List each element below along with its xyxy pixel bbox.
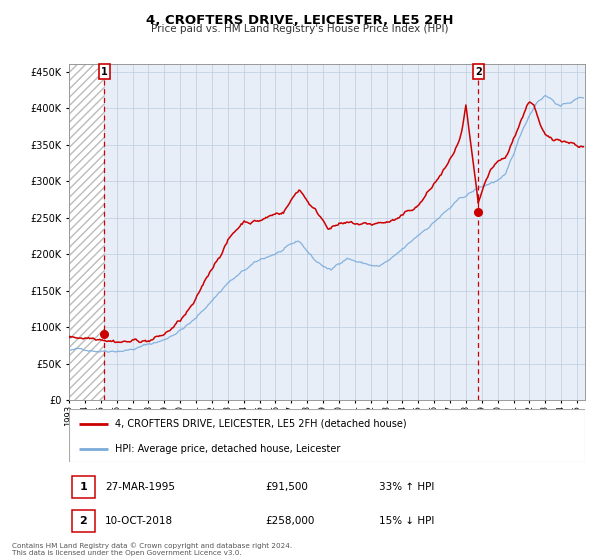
Text: £258,000: £258,000 xyxy=(265,516,314,526)
Text: Contains HM Land Registry data © Crown copyright and database right 2024.: Contains HM Land Registry data © Crown c… xyxy=(12,542,292,549)
Text: Price paid vs. HM Land Registry's House Price Index (HPI): Price paid vs. HM Land Registry's House … xyxy=(151,24,449,34)
Text: This data is licensed under the Open Government Licence v3.0.: This data is licensed under the Open Gov… xyxy=(12,549,242,556)
Text: 2: 2 xyxy=(79,516,87,526)
FancyBboxPatch shape xyxy=(69,409,585,462)
Text: 15% ↓ HPI: 15% ↓ HPI xyxy=(379,516,434,526)
Text: 2: 2 xyxy=(475,67,482,77)
Text: 33% ↑ HPI: 33% ↑ HPI xyxy=(379,482,434,492)
Text: 1: 1 xyxy=(79,482,87,492)
Text: 27-MAR-1995: 27-MAR-1995 xyxy=(105,482,175,492)
Text: HPI: Average price, detached house, Leicester: HPI: Average price, detached house, Leic… xyxy=(115,444,341,454)
FancyBboxPatch shape xyxy=(71,510,95,533)
Text: 4, CROFTERS DRIVE, LEICESTER, LE5 2FH: 4, CROFTERS DRIVE, LEICESTER, LE5 2FH xyxy=(146,14,454,27)
Text: 4, CROFTERS DRIVE, LEICESTER, LE5 2FH (detached house): 4, CROFTERS DRIVE, LEICESTER, LE5 2FH (d… xyxy=(115,419,407,429)
Text: £91,500: £91,500 xyxy=(265,482,308,492)
Text: 1: 1 xyxy=(101,67,108,77)
Text: 10-OCT-2018: 10-OCT-2018 xyxy=(105,516,173,526)
FancyBboxPatch shape xyxy=(71,476,95,498)
